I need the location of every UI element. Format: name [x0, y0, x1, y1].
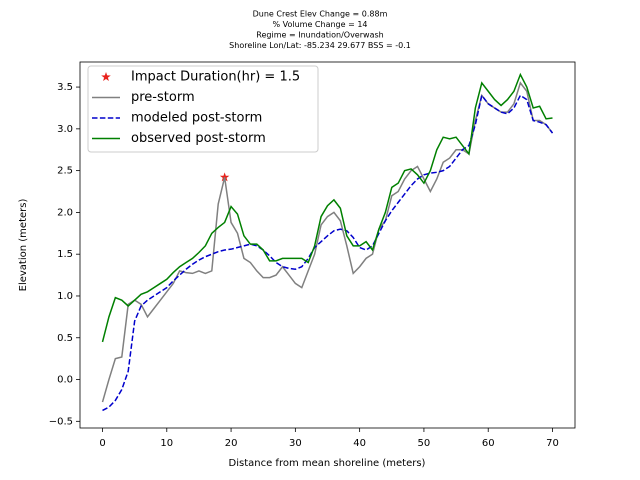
x-tick-label: 0 [99, 438, 105, 449]
y-axis-label: Elevation (meters) [18, 199, 29, 292]
y-tick-label: 3.5 [57, 82, 73, 93]
x-tick-label: 50 [418, 438, 431, 449]
x-tick-label: 70 [546, 438, 559, 449]
y-tick-label: 3.0 [57, 124, 73, 135]
y-tick-label: 1.5 [57, 249, 73, 260]
x-axis-label: Distance from mean shoreline (meters) [229, 458, 426, 469]
legend-box [87, 65, 319, 153]
y-tick-label: −0.5 [49, 416, 73, 427]
legend: Impact Duration(hr) = 1.5 pre-storm modele… [87, 65, 319, 153]
legend-label: modeled post-storm [131, 111, 262, 126]
y-tick-label: 0.5 [57, 333, 73, 344]
x-tick-label: 20 [225, 438, 238, 449]
x-tick-label: 40 [353, 438, 366, 449]
x-tick-label: 30 [289, 438, 302, 449]
x-tick-label: 10 [160, 438, 173, 449]
chart-title: Regime = Inundation/Overwash [256, 31, 383, 40]
plot-frame [79, 61, 576, 429]
y-tick-label: 0.0 [57, 375, 73, 386]
series-line [101, 72, 553, 343]
y-tick-label: 1.0 [57, 291, 73, 302]
legend-swatch [101, 72, 111, 82]
legend-label: observed post-storm [131, 131, 266, 146]
y-tick-label: 2.0 [57, 207, 73, 218]
chart-title: Shoreline Lon/Lat: -85.234 29.677 BSS = … [229, 41, 411, 50]
y-tick-label: 2.5 [57, 166, 73, 177]
series-line [102, 93, 554, 412]
chart-title: Dune Crest Elev Change = 0.88m [253, 10, 388, 19]
impact-marker [219, 172, 230, 182]
legend-label: pre-storm [131, 90, 195, 105]
legend-label: Impact Duration(hr) = 1.5 [131, 70, 300, 85]
chart-title: % Volume Change = 14 [272, 20, 367, 29]
x-tick-label: 60 [482, 438, 495, 449]
